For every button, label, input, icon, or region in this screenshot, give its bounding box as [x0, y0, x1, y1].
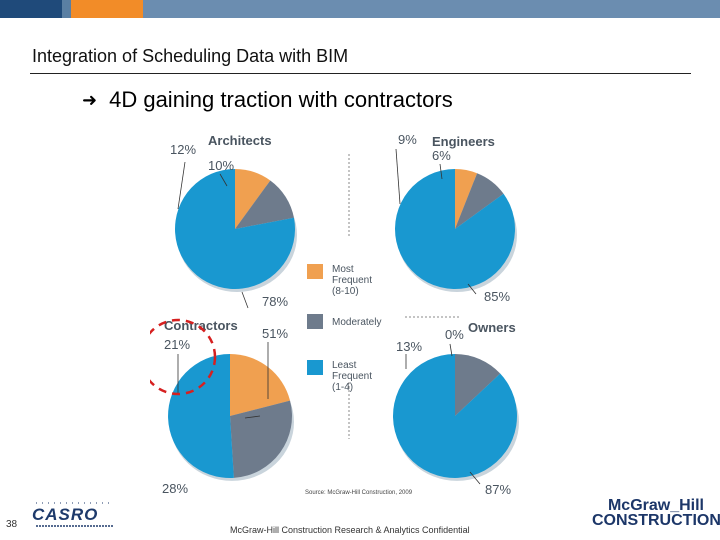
legend-label: Frequent	[332, 275, 372, 286]
pie-slice-architects-moderately	[235, 180, 294, 229]
leader-line	[244, 415, 261, 419]
pie-label-contractors-least-frequent-1-4: 51%	[262, 326, 288, 341]
leader-line	[469, 471, 481, 485]
pie-label-architects-least-frequent-1-4: 78%	[262, 294, 288, 309]
source-note: Source: McGraw-Hill Construction, 2009	[305, 490, 413, 496]
pie-slice-engineers-least-frequent-1-4	[395, 169, 516, 289]
pie-label-contractors-most-frequent-8-10: 21%	[164, 337, 190, 352]
casro-logo: CASRO	[32, 500, 118, 532]
pie-label-engineers-least-frequent-1-4: 85%	[484, 289, 510, 304]
pie-slice-contractors-least-frequent-1-4	[168, 354, 234, 478]
pie-slice-owners-moderately	[455, 354, 501, 416]
pie-label-owners-most-frequent-8-10: 0%	[445, 327, 464, 342]
legend-label: (8-10)	[332, 286, 359, 297]
legend-label: Most	[332, 264, 354, 275]
casro-logo-graphic	[36, 502, 114, 527]
leader-line	[241, 291, 249, 309]
pie-slice-contractors-moderately	[230, 400, 292, 478]
casro-logo-text: CASRO	[32, 505, 99, 524]
pie-label-architects-most-frequent-8-10: 10%	[208, 158, 234, 173]
leader-line	[219, 173, 228, 187]
pie-label-owners-moderately: 13%	[396, 339, 422, 354]
top-bar-segment-light	[143, 0, 720, 18]
pie-slice-owners-least-frequent-1-4	[393, 354, 518, 478]
pie-slice-engineers-most-frequent-8-10	[455, 169, 478, 229]
top-bar	[0, 0, 720, 18]
title-divider	[30, 73, 691, 74]
leader-line	[449, 343, 453, 357]
pie-label-engineers-most-frequent-8-10: 6%	[432, 148, 451, 163]
pie-title-engineers: Engineers	[432, 134, 495, 149]
leader-line	[467, 283, 477, 295]
leader-line	[439, 163, 443, 180]
page-number: 38	[6, 519, 18, 530]
arrow-bullet-icon: ➜	[82, 90, 98, 110]
leader-line	[177, 161, 186, 210]
leader-line	[395, 148, 401, 205]
legend-swatch	[307, 314, 323, 329]
top-bar-segment-dark	[0, 0, 62, 18]
legend-swatch	[307, 264, 323, 279]
pie-slice-architects-least-frequent-1-4	[175, 169, 296, 289]
pie-slice-engineers-moderately	[455, 173, 504, 229]
highlight-circle	[150, 318, 217, 396]
pie-slice-architects-most-frequent-8-10	[235, 169, 271, 229]
pie-title-architects: Architects	[208, 133, 272, 148]
pie-slice-contractors-most-frequent-8-10	[230, 354, 291, 416]
pie-label-contractors-moderately: 28%	[162, 481, 188, 496]
pie-label-architects-moderately: 12%	[170, 142, 196, 157]
pie-title-contractors: Contractors	[164, 318, 238, 333]
pie-title-owners: Owners	[468, 320, 516, 335]
legend-label: (1-4)	[332, 382, 353, 393]
pie-contractors: Contractors 21% 28% 51%	[162, 318, 294, 496]
legend-label: Frequent	[332, 371, 372, 382]
pie-label-engineers-moderately: 9%	[398, 132, 417, 147]
top-bar-segment-accent	[71, 0, 143, 18]
bullet-point: ➜ 4D gaining traction with contractors	[82, 86, 453, 112]
pie-architects: Architects 10% 12% 78%	[170, 133, 297, 309]
pie-owners: Owners 0% 13% 87%	[393, 320, 519, 497]
mcgraw-hill-logo-line1: McGraw_Hill	[607, 497, 704, 514]
pie-label-owners-least-frequent-1-4: 87%	[485, 482, 511, 497]
mcgraw-hill-logo: McGraw_Hill CONSTRUCTION	[592, 497, 720, 529]
leader-lines	[177, 148, 481, 485]
bullet-text: 4D gaining traction with contractors	[109, 87, 453, 112]
legend-item-moderately: Moderately	[307, 314, 381, 329]
legend-label: Moderately	[332, 317, 381, 328]
footer-text: McGraw-Hill Construction Research & Anal…	[230, 525, 470, 535]
mcgraw-hill-logo-line2: CONSTRUCTION	[592, 512, 720, 529]
slide-title: Integration of Scheduling Data with BIM	[32, 46, 349, 66]
legend-label: Least	[332, 360, 357, 371]
legend-swatch	[307, 360, 323, 375]
